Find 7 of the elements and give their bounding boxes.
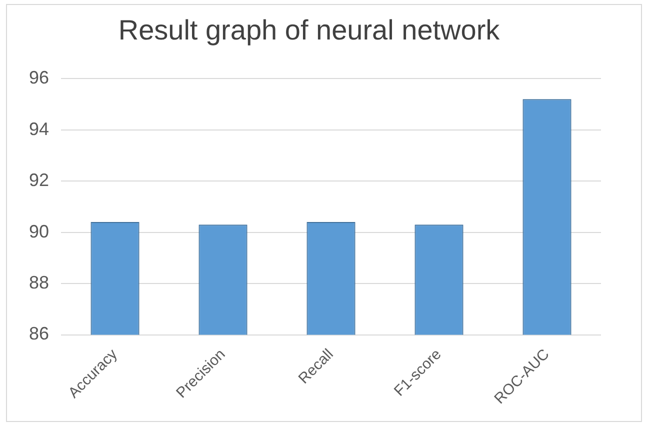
y-tick-label: 94 bbox=[28, 118, 50, 139]
chart-title: Result graph of neural network bbox=[118, 14, 501, 46]
y-tick-label: 90 bbox=[28, 221, 50, 242]
y-tick-label: 96 bbox=[28, 68, 50, 88]
y-tick-label: 88 bbox=[28, 272, 50, 293]
y-tick-label: 92 bbox=[28, 170, 50, 190]
y-tick-label: 86 bbox=[28, 324, 50, 344]
